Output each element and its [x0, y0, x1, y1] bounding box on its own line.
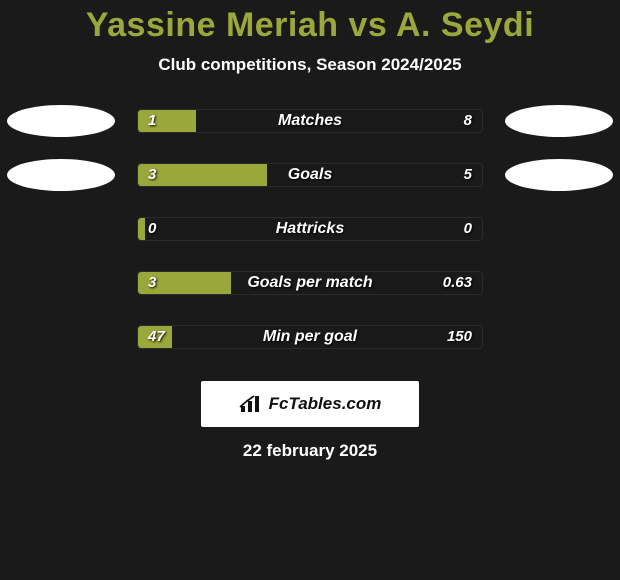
metric-bar: 3Goals5: [137, 163, 483, 187]
page-subtitle: Club competitions, Season 2024/2025: [158, 55, 461, 75]
metric-label: Matches: [138, 110, 482, 132]
right-ellipse: [505, 321, 613, 353]
metric-label: Hattricks: [138, 218, 482, 240]
metric-row: 1Matches8: [7, 105, 613, 137]
metric-right-value: 150: [447, 326, 472, 348]
right-ellipse: [505, 159, 613, 191]
metric-label: Min per goal: [138, 326, 482, 348]
metric-label: Goals per match: [138, 272, 482, 294]
metric-label: Goals: [138, 164, 482, 186]
left-ellipse: [7, 267, 115, 299]
metric-row: 3Goals5: [7, 159, 613, 191]
metric-right-value: 0: [464, 218, 472, 240]
branding-label: FcTables.com: [269, 394, 382, 414]
metric-row: 3Goals per match0.63: [7, 267, 613, 299]
metric-right-value: 5: [464, 164, 472, 186]
metric-bar: 47Min per goal150: [137, 325, 483, 349]
left-ellipse: [7, 321, 115, 353]
left-ellipse: [7, 159, 115, 191]
right-ellipse: [505, 105, 613, 137]
metric-right-value: 0.63: [443, 272, 472, 294]
left-ellipse: [7, 105, 115, 137]
left-ellipse: [7, 213, 115, 245]
right-ellipse: [505, 213, 613, 245]
comparison-infographic: Yassine Meriah vs A. Seydi Club competit…: [0, 0, 620, 461]
metric-rows: 1Matches8 3Goals5 0Hattricks0 3Goals per ma…: [7, 105, 613, 375]
bar-chart-icon: [239, 394, 263, 414]
right-ellipse: [505, 267, 613, 299]
metric-bar: 0Hattricks0: [137, 217, 483, 241]
metric-row: 47Min per goal150: [7, 321, 613, 353]
page-title: Yassine Meriah vs A. Seydi: [86, 6, 534, 45]
metric-bar: 3Goals per match0.63: [137, 271, 483, 295]
metric-bar: 1Matches8: [137, 109, 483, 133]
metric-right-value: 8: [464, 110, 472, 132]
branding-badge: FcTables.com: [201, 381, 419, 427]
date-footer: 22 february 2025: [243, 441, 377, 461]
metric-row: 0Hattricks0: [7, 213, 613, 245]
